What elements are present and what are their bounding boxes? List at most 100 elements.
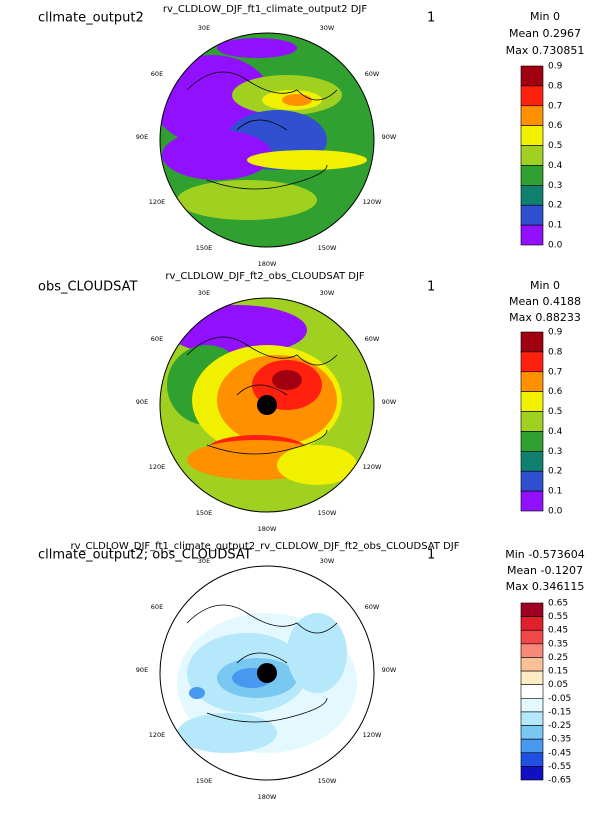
colorbar-box — [520, 224, 544, 246]
colorbar-box — [520, 411, 544, 432]
colorbar-box — [520, 602, 544, 617]
coastline — [186, 336, 338, 455]
colorbar-label: 0.5 — [548, 407, 562, 417]
longitude-label: 30E — [198, 289, 210, 297]
coastline — [186, 71, 338, 190]
colorbar-box — [520, 125, 544, 146]
colorbar-label: 0.25 — [548, 653, 568, 663]
colorbar-box — [520, 629, 544, 645]
map-field — [287, 613, 347, 693]
colorbar-label: 0.0 — [548, 507, 563, 517]
colorbar-box — [520, 391, 544, 412]
colorbar-box — [520, 65, 544, 87]
longitude-label: 60E — [151, 335, 163, 343]
longitude-label: 90E — [136, 398, 148, 406]
longitude-label: 30W — [320, 289, 335, 297]
longitude-label: 120W — [363, 463, 382, 471]
pole-mask — [257, 395, 277, 415]
colorbar-label: 0.15 — [548, 667, 568, 677]
panel: cllmate_output2; obs_CLOUDSATrv_CLDLOW_D… — [38, 541, 585, 801]
longitude-label: 60W — [365, 335, 380, 343]
stat: Mean -0.1207 — [507, 564, 583, 577]
colorbar-box — [520, 490, 544, 512]
longitude-label: 90E — [136, 133, 148, 141]
longitude-label: 30W — [320, 24, 335, 32]
longitude-label: 90W — [382, 398, 397, 406]
panel-number: 1 — [427, 548, 435, 563]
panel: obs_CLOUDSAT rv_CLDLOW_DJF_ft2_obs_CLOUDS… — [38, 271, 581, 533]
colorbar-box — [520, 331, 544, 353]
panel-label: cllmate_output2 — [38, 11, 144, 26]
longitude-label: 150W — [318, 777, 337, 785]
map-field — [162, 130, 272, 180]
colorbar-label: 0.4 — [548, 427, 563, 437]
longitude-label: 120E — [149, 463, 166, 471]
colorbar-label: 0.7 — [548, 367, 562, 377]
longitude-label: 150E — [196, 244, 213, 252]
map-field — [247, 150, 367, 170]
colorbar-label: -0.25 — [548, 721, 571, 731]
colorbar-label: 0.8 — [548, 347, 563, 357]
colorbar-box — [520, 351, 544, 373]
colorbar-box — [520, 371, 544, 392]
longitude-label: 150W — [318, 244, 337, 252]
colorbar-box — [520, 657, 544, 672]
map-field — [272, 370, 302, 390]
colorbar-label: -0.15 — [548, 707, 571, 717]
map-field — [277, 445, 357, 485]
panel-number: 1 — [427, 11, 435, 26]
panel-title: rv_CLDLOW_DJF_ft1_climate_output2_rv_CLD… — [71, 541, 460, 552]
stat: Mean 0.2967 — [509, 27, 581, 40]
colorbar-box — [520, 451, 544, 472]
colorbar-label: 0.4 — [548, 161, 563, 171]
colorbar-label: 0.55 — [548, 612, 568, 622]
colorbar-box — [520, 670, 544, 685]
panel-title: rv_CLDLOW_DJF_ft2_obs_CLOUDSAT DJF — [165, 271, 365, 282]
colorbar-label: 0.3 — [548, 447, 562, 457]
map-field — [177, 180, 317, 220]
colorbar-box — [520, 698, 544, 713]
map-field — [177, 713, 277, 753]
colorbar-label: -0.55 — [548, 762, 571, 772]
longitude-label: 30E — [198, 24, 210, 32]
colorbar-label: 0.9 — [548, 62, 563, 72]
longitude-label: 60W — [365, 603, 380, 611]
colorbar-label: 0.7 — [548, 101, 562, 111]
colorbar-label: 0.45 — [548, 626, 568, 636]
colorbar-label: -0.05 — [548, 694, 571, 704]
colorbar-box — [520, 85, 544, 107]
longitude-label: 150W — [318, 509, 337, 517]
stat: Max 0.88233 — [509, 311, 581, 324]
colorbar-box — [520, 725, 544, 740]
colorbar-box — [520, 145, 544, 166]
colorbar-label: -0.35 — [548, 735, 571, 745]
colorbar-label: 0.9 — [548, 328, 563, 338]
longitude-label: 60E — [151, 70, 163, 78]
colorbar-box — [520, 204, 544, 226]
map — [160, 33, 374, 247]
stat: Min 0 — [530, 279, 560, 292]
longitude-label: 150E — [196, 509, 213, 517]
map-field — [217, 38, 297, 58]
colorbar-label: -0.45 — [548, 748, 571, 758]
longitude-label: 120E — [149, 731, 166, 739]
stat: Max 0.346115 — [506, 580, 585, 593]
stat: Mean 0.4188 — [509, 295, 581, 308]
colorbar-label: -0.65 — [548, 776, 571, 786]
colorbar-label: 0.2 — [548, 201, 562, 211]
colorbar-label: 0.0 — [548, 241, 563, 251]
colorbar-label: 0.2 — [548, 467, 562, 477]
colorbar-box — [520, 766, 544, 781]
longitude-label: 120E — [149, 198, 166, 206]
colorbar-box — [520, 431, 544, 452]
colorbar-label: 0.5 — [548, 141, 562, 151]
colorbar-label: 0.8 — [548, 81, 563, 91]
pole-mask — [257, 663, 277, 683]
map-border — [159, 297, 375, 513]
colorbar-label: 0.6 — [548, 121, 563, 131]
longitude-label: 180W — [258, 793, 277, 801]
panel-label: obs_CLOUDSAT — [38, 280, 137, 295]
stat: Min -0.573604 — [505, 548, 584, 561]
colorbar-label: 0.3 — [548, 181, 562, 191]
